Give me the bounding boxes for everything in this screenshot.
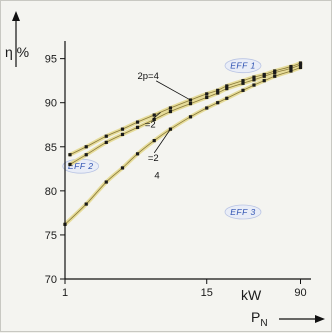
- y-axis-label: η %: [5, 44, 29, 60]
- series-point: [252, 83, 256, 87]
- series-point: [84, 202, 88, 206]
- y-tick-label: 70: [45, 274, 57, 286]
- annotations: 2p=4 =2 =2 4: [137, 71, 191, 182]
- series-point: [188, 115, 193, 119]
- zone-badge: [224, 58, 262, 74]
- zone-label: EFF 3: [230, 207, 256, 217]
- annotation-leader: [155, 80, 191, 101]
- axis-labels: η % kW PN: [5, 44, 268, 329]
- series-point: [168, 109, 173, 114]
- annotation-leader: [152, 112, 161, 120]
- x-tick-label: 15: [201, 287, 213, 299]
- series-point: [216, 101, 220, 105]
- y-tick-label: 85: [45, 142, 57, 154]
- series-point: [225, 87, 229, 91]
- series-point: [216, 88, 220, 92]
- series-point: [188, 101, 193, 106]
- curve-annotation: 2p=4: [137, 71, 158, 82]
- series-point: [298, 65, 303, 70]
- series-point: [273, 69, 277, 73]
- series-point: [205, 106, 209, 110]
- series-point: [298, 63, 303, 67]
- annotation-leader: [153, 128, 171, 154]
- series-point: [135, 125, 140, 129]
- series-point: [273, 71, 277, 75]
- series-point: [68, 162, 72, 167]
- axes: [12, 11, 325, 323]
- zone-label: EFF 2: [68, 161, 94, 171]
- series-point: [68, 153, 72, 157]
- series-point: [241, 88, 245, 92]
- curve-annotation: =2: [148, 153, 159, 164]
- series-point: [120, 166, 125, 170]
- x-tick-label: 90: [294, 287, 306, 299]
- series-layer: [63, 61, 303, 226]
- series-point: [262, 79, 266, 83]
- tick-layer: 70 75 80 85 90 95 1 15 90: [45, 54, 307, 299]
- series-point: [216, 91, 220, 95]
- series-point: [225, 96, 229, 100]
- series-point: [205, 92, 209, 96]
- series-point: [152, 117, 156, 122]
- series-point: [84, 145, 88, 149]
- series-point: [205, 95, 209, 100]
- series-point: [241, 81, 245, 85]
- series-point: [135, 152, 140, 156]
- x-unit-label: kW: [241, 287, 262, 303]
- series-point: [273, 74, 277, 78]
- zone-label: EFF 1: [230, 61, 256, 71]
- series-point: [262, 74, 266, 78]
- series-point: [241, 79, 245, 83]
- curve-annotation: 4: [154, 171, 159, 182]
- series-point: [289, 64, 293, 69]
- series-point: [289, 69, 293, 73]
- series-point: [225, 84, 229, 88]
- series-point: [168, 106, 173, 110]
- x-arrow-head: [315, 315, 325, 323]
- x-tick-label: 1: [62, 287, 68, 299]
- series-point: [298, 61, 303, 65]
- series-point: [120, 127, 125, 131]
- series-point: [152, 139, 156, 143]
- series-point: [84, 153, 88, 157]
- series-point: [252, 75, 256, 79]
- y-tick-label: 75: [45, 230, 57, 242]
- series-point: [152, 113, 156, 117]
- curve-bands: [63, 61, 303, 227]
- x-axis-label: PN: [251, 309, 268, 329]
- y-tick-label: 80: [45, 186, 57, 198]
- series-point: [104, 180, 108, 184]
- y-tick-label: 95: [45, 54, 57, 66]
- series-point: [104, 140, 108, 144]
- y-arrow-head: [12, 11, 20, 21]
- series-point: [135, 120, 140, 124]
- series-point: [104, 134, 108, 138]
- zone-badge: [224, 204, 262, 220]
- y-tick-label: 90: [45, 98, 57, 110]
- series-point: [120, 132, 125, 137]
- series-point: [262, 72, 266, 77]
- curve-annotation: =2: [145, 119, 156, 130]
- series-point: [289, 66, 293, 70]
- series-point: [252, 78, 256, 82]
